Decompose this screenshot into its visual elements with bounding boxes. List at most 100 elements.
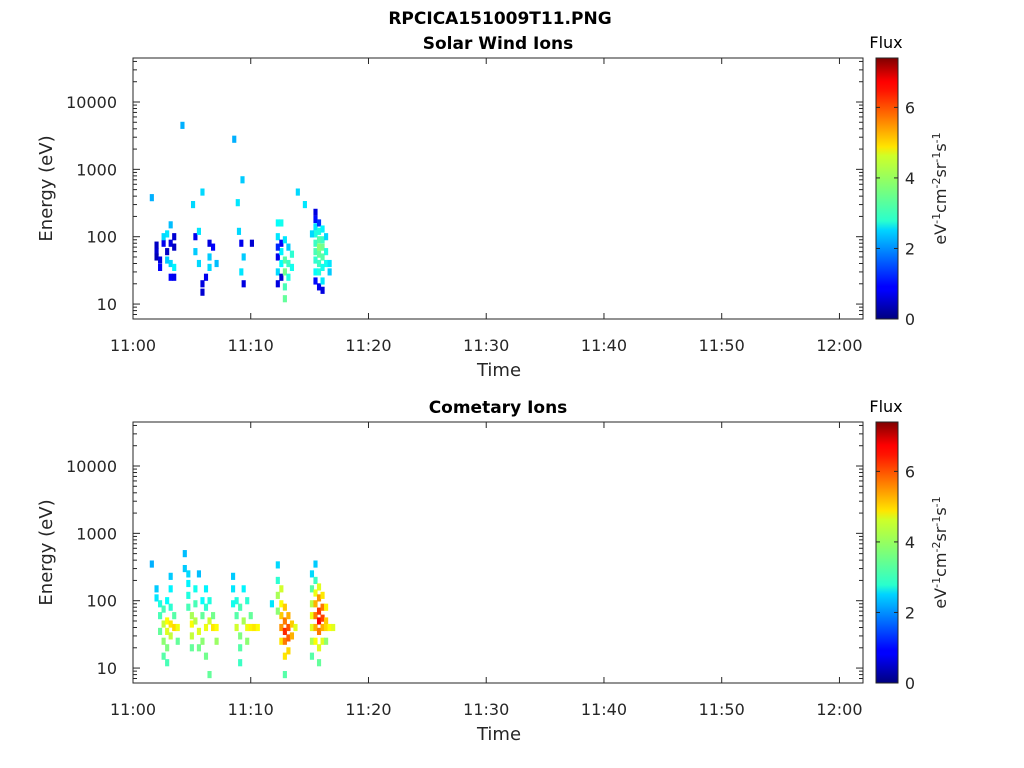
colorbar-label: eV-1cm-2sr-1s-1 [930, 132, 951, 244]
y-tick-label: 10 [97, 295, 117, 314]
axes-frame [132, 421, 864, 684]
heatmap-cell [320, 623, 325, 632]
heatmap-cell [313, 600, 318, 608]
heatmap-cell [165, 644, 170, 652]
heatmap-cell [200, 188, 205, 196]
heatmap-cell [320, 637, 325, 645]
heatmap-cell [320, 614, 325, 622]
heatmap-cell [238, 644, 243, 652]
heatmap-cell [161, 652, 166, 660]
colorbar-label: eV-1cm-2sr-1s-1 [930, 496, 951, 608]
heatmap-cell [320, 603, 325, 611]
heatmap-cell [168, 259, 173, 268]
heatmap-cell [320, 263, 325, 271]
heatmap-cell [158, 256, 163, 264]
heatmap-cell [324, 617, 329, 625]
heatmap-cell [313, 612, 318, 620]
heatmap-cell [186, 579, 191, 588]
colorbar-title: Flux [869, 33, 902, 52]
heatmap-cell [238, 659, 243, 667]
heatmap-cell [234, 597, 239, 605]
heatmap-cell [279, 623, 284, 632]
heatmap-cells [149, 550, 336, 679]
colorbar-tick-label: 4 [905, 169, 915, 188]
heatmap-cell [200, 280, 205, 288]
heatmap-cell [193, 600, 198, 608]
heatmap-cell [172, 263, 177, 271]
heatmap-cell [309, 637, 315, 645]
heatmap-cell [313, 637, 318, 645]
heatmap-cell [193, 248, 198, 256]
heatmap-cell [316, 250, 322, 258]
heatmap-cell [241, 280, 246, 288]
heatmap-cell [154, 585, 159, 593]
heatmap-cell [161, 637, 166, 645]
heatmap-cell [231, 585, 236, 593]
heatmap-cell [248, 623, 253, 632]
heatmap-cell [313, 239, 318, 247]
heatmap-cell [282, 627, 287, 635]
x-tick-label: 11:40 [581, 336, 627, 355]
heatmap-cell [320, 236, 325, 244]
heatmap-cell [168, 273, 173, 281]
heatmap-cell [196, 644, 202, 652]
heatmap-cell [186, 603, 191, 611]
heatmap-cell [165, 230, 170, 238]
heatmap-cell [327, 268, 332, 276]
heatmap-cell [165, 659, 170, 667]
heatmap-cell [324, 603, 329, 611]
heatmap-cell [207, 597, 212, 605]
heatmap-cell [275, 607, 280, 615]
y-tick-label: 1000 [76, 524, 117, 543]
y-axis-label: Energy (eV) [36, 499, 57, 605]
heatmap-cell [239, 268, 244, 276]
heatmap-cell [316, 236, 322, 244]
heatmap-cell [279, 585, 284, 593]
heatmap-cell [309, 230, 315, 238]
heatmap-cell [282, 295, 287, 303]
heatmap-cell [269, 600, 275, 608]
heatmap-cell [214, 259, 219, 268]
heatmap-cell [327, 259, 332, 268]
heatmap-cell [324, 259, 329, 268]
heatmap-cell [231, 600, 236, 608]
heatmap-cell [245, 623, 250, 632]
heatmap-cell [207, 617, 212, 625]
heatmap-cell [324, 623, 329, 632]
heatmap-cell [286, 634, 291, 642]
heatmap-cell [238, 632, 243, 640]
heatmap-cell [207, 263, 212, 271]
x-tick-label: 12:00 [816, 700, 862, 719]
heatmap-cell [210, 243, 216, 251]
heatmap-cell [282, 283, 287, 291]
x-tick-label: 11:10 [228, 336, 274, 355]
x-tick-label: 11:00 [110, 700, 156, 719]
heatmap-cell [158, 263, 163, 271]
colorbar-frame [875, 421, 899, 684]
heatmap-cell [279, 248, 284, 256]
heatmap-cell [316, 227, 322, 235]
heatmap-cell [161, 620, 166, 628]
heatmap-cell [172, 623, 177, 632]
plot-area [133, 422, 863, 683]
heatmap-cell [286, 243, 291, 251]
heatmap-cell [286, 612, 291, 620]
heatmap-cell [313, 215, 318, 224]
x-tick-label: 11:20 [345, 700, 391, 719]
x-tick-label: 11:50 [699, 700, 745, 719]
heatmap-cell [172, 233, 177, 241]
heatmap-cell [234, 623, 239, 632]
heatmap-cell [207, 671, 212, 679]
heatmap-cell [207, 253, 212, 261]
heatmap-cell [275, 280, 280, 288]
heatmap-cell [316, 219, 322, 227]
heatmap-cell [313, 589, 318, 597]
plot-area [133, 58, 863, 319]
x-tick-label: 11:50 [699, 336, 745, 355]
heatmap-cell [316, 243, 322, 251]
panel-title: Solar Wind Ions [423, 34, 574, 54]
heatmap-cell [316, 583, 322, 591]
heatmap-cell [172, 273, 177, 281]
heatmap-cell [279, 637, 284, 645]
heatmap-cell [279, 219, 284, 227]
